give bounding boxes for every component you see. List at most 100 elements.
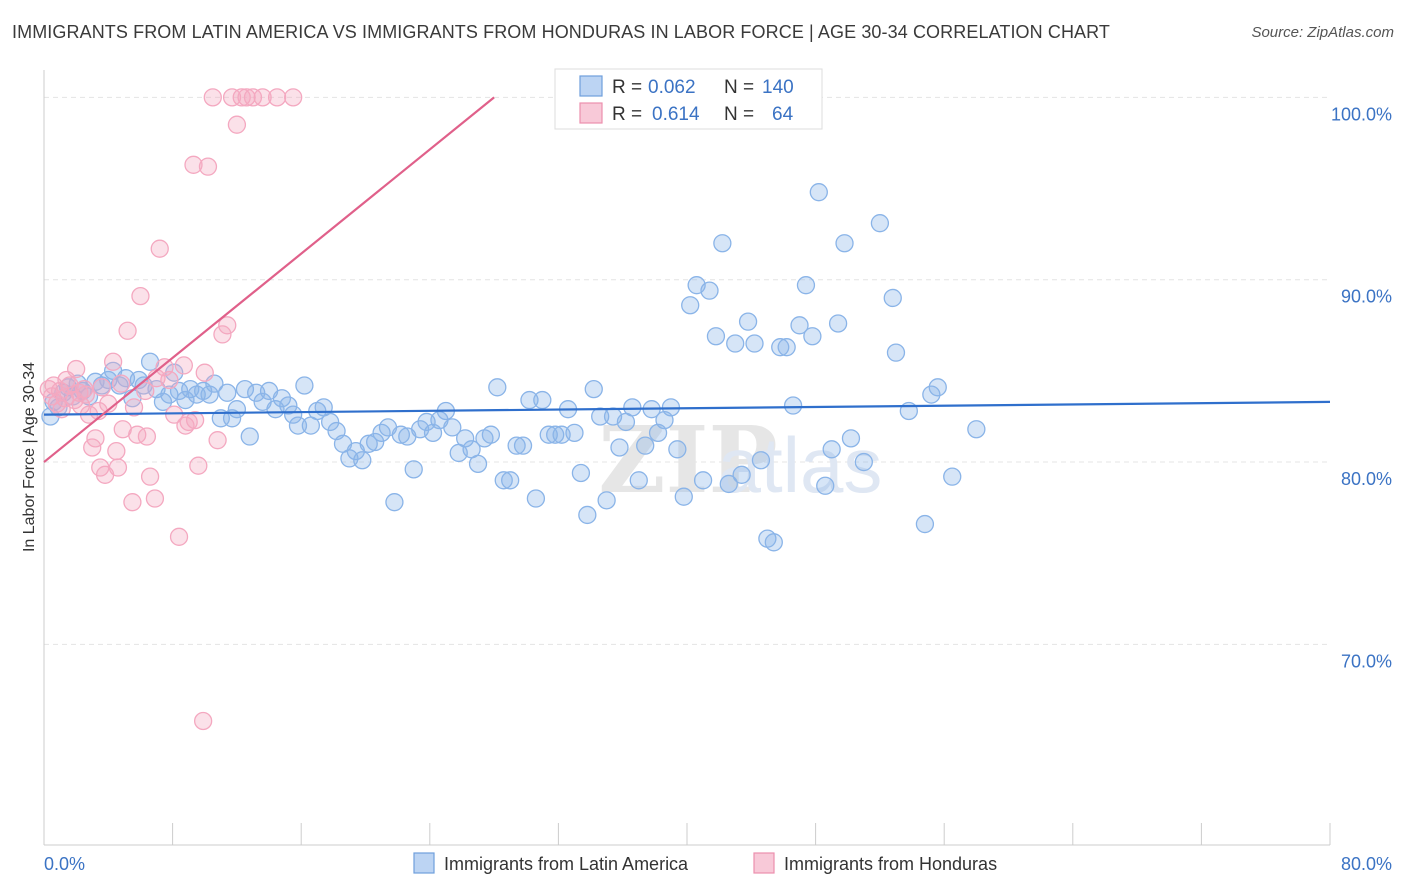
point-honduras [227,115,247,134]
point-latin-america [320,412,340,432]
series-latin-america [41,183,986,552]
point-latin-america [886,343,906,362]
y-tick-label: 100.0% [1331,104,1392,124]
legend-r-value-1: 0.062 [648,77,696,98]
point-latin-america [751,451,771,470]
y-tick-labels: 70.0% 80.0% 90.0% 100.0% [1331,104,1392,671]
watermark: ZIP atlas [598,406,882,514]
point-latin-america [494,471,513,490]
point-honduras [103,352,123,371]
bottom-legend-swatch-latin-america [413,852,435,874]
point-latin-america [391,425,411,444]
point-honduras [108,458,128,477]
point-latin-america [578,505,597,525]
watermark-text: atlas [718,421,883,509]
point-latin-america [693,471,713,490]
legend-n-value-1: 140 [762,77,794,98]
point-honduras [137,427,157,446]
point-latin-america [571,463,591,483]
point-honduras [124,398,144,417]
x-tick-labels: 0.0% 80.0% [44,854,1392,874]
point-honduras [267,88,287,107]
point-latin-america [501,471,520,490]
point-latin-america [295,376,314,395]
point-honduras [237,88,256,107]
point-latin-america [764,533,783,552]
point-honduras [195,363,214,382]
point-latin-america [176,390,195,410]
point-honduras [150,239,169,258]
point-latin-america [719,474,738,494]
point-latin-america [816,476,835,495]
point-honduras [176,416,195,435]
point-latin-america [160,385,179,404]
point-honduras [71,396,91,415]
legend-n-label-1: N = [724,77,754,98]
bottom-legend-label-honduras: Immigrants from Honduras [784,854,997,874]
point-latin-america [777,338,796,357]
point-latin-america [222,409,242,428]
point-honduras [140,467,160,486]
point-latin-america [481,425,501,444]
point-honduras [203,88,222,107]
point-latin-america [129,370,148,390]
point-latin-america [385,493,404,512]
point-latin-america [365,432,385,452]
point-honduras [208,431,227,450]
point-honduras [131,286,150,306]
point-latin-america [513,436,533,455]
bottom-legend-label-latin-america: Immigrants from Latin America [444,854,689,874]
point-latin-america [922,385,941,404]
y-tick-label: 80.0% [1341,469,1392,489]
chart-title: IMMIGRANTS FROM LATIN AMERICA VS IMMIGRA… [12,22,1111,42]
point-latin-america [835,234,854,253]
bottom-legend-swatch-honduras [753,852,775,874]
point-latin-america [915,514,935,534]
bottom-legend: Immigrants from Latin America Immigrants… [413,852,997,874]
point-honduras [57,370,76,390]
point-latin-america [240,427,259,446]
point-latin-america [732,465,751,484]
legend-r-label-1: R = [612,77,642,98]
legend-n-label-2: N = [724,104,754,125]
point-latin-america [272,389,292,408]
point-latin-america [353,451,372,470]
point-latin-america [854,452,873,472]
point-latin-america [533,390,552,410]
point-latin-america [227,400,247,419]
legend-n-value-2: 64 [772,104,794,125]
point-latin-america [726,334,745,353]
point-latin-america [943,467,962,486]
point-latin-america [841,429,861,448]
legend-swatch-honduras [579,102,603,124]
point-latin-america [526,489,546,508]
source-label: Source: ZipAtlas.com [1251,24,1394,41]
point-honduras [76,385,95,404]
point-latin-america [883,288,902,308]
point-honduras [253,88,272,107]
point-latin-america [828,314,848,333]
legend-swatch-latin-america [579,75,603,97]
y-tick-label: 70.0% [1341,651,1392,671]
point-latin-america [706,327,726,346]
point-latin-america [783,396,803,415]
point-latin-america [713,234,732,253]
point-honduras [284,88,303,107]
point-honduras [60,376,79,395]
point-latin-america [565,423,584,443]
stats-legend: R = 0.062 N = 140 R = 0.614 N = 64 [554,68,823,130]
svg-text:ZIP: ZIP [598,406,777,514]
legend-r-value-2: 0.614 [652,104,700,125]
x-tick-label-max: 80.0% [1341,854,1392,874]
point-latin-america [507,436,526,455]
point-latin-america [636,436,655,455]
point-latin-america [288,416,308,435]
point-latin-america [597,491,616,510]
point-honduras [243,88,263,107]
x-tick-label-min: 0.0% [44,854,85,874]
point-latin-america [218,383,237,402]
point-honduras [189,456,208,475]
point-latin-america [200,385,219,404]
gridlines [44,96,1330,645]
